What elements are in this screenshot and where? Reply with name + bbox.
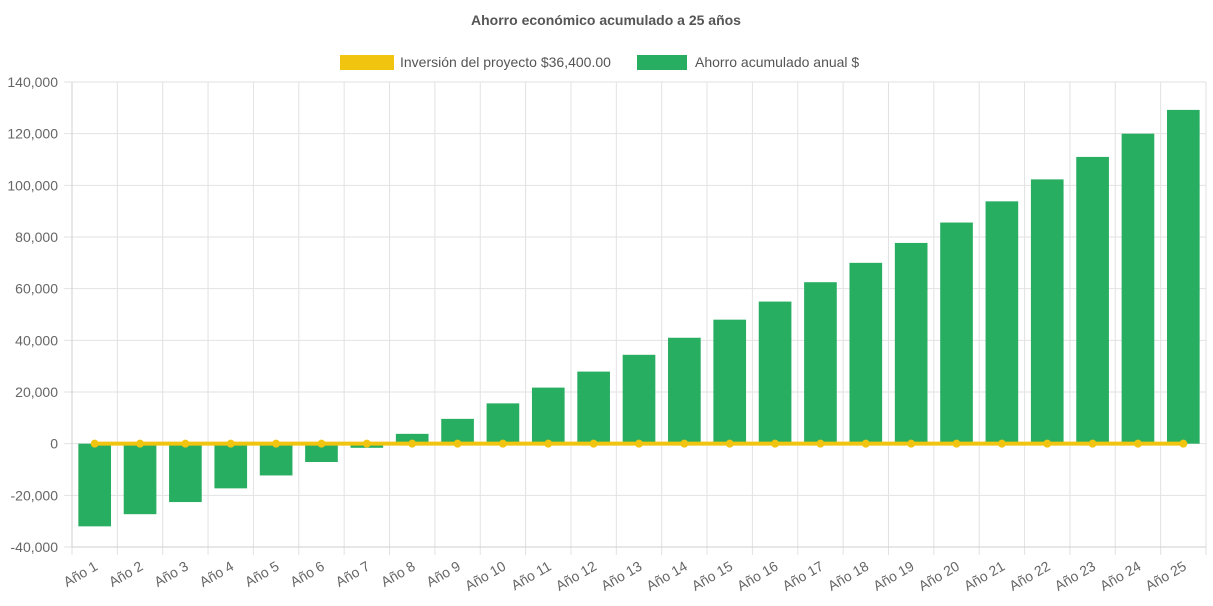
bar[interactable] <box>169 443 202 503</box>
line-point[interactable] <box>997 439 1006 448</box>
line-point[interactable] <box>952 439 961 448</box>
bar[interactable] <box>894 242 928 444</box>
x-tick-label: Año 22 <box>1006 558 1053 594</box>
x-tick-label: Año 17 <box>780 558 827 594</box>
chart-title: Ahorro económico acumulado a 25 años <box>471 12 741 28</box>
x-tick-label: Año 24 <box>1097 558 1144 594</box>
grid <box>64 81 1207 555</box>
bar[interactable] <box>668 337 701 444</box>
x-tick-label: Año 18 <box>825 558 872 594</box>
bar[interactable] <box>441 418 474 444</box>
x-tick-label: Año 5 <box>242 558 282 590</box>
line-point[interactable] <box>544 439 553 448</box>
line-point[interactable] <box>635 439 643 448</box>
x-tick-label: Año 19 <box>870 558 917 594</box>
line-point[interactable] <box>90 439 99 448</box>
line-point[interactable] <box>1088 439 1097 448</box>
line-point[interactable] <box>771 439 780 448</box>
legend: Inversión del proyecto $36,400.00 Ahorro… <box>340 54 859 70</box>
bar[interactable] <box>940 222 973 444</box>
x-tick-label: Año 8 <box>378 558 418 590</box>
x-tick-label: Año 23 <box>1052 558 1099 594</box>
line-point[interactable] <box>589 439 598 448</box>
y-tick-label: 60,000 <box>15 281 58 297</box>
bar[interactable] <box>1076 156 1109 444</box>
line-point[interactable] <box>453 439 462 448</box>
line-point[interactable] <box>362 439 371 448</box>
y-tick-label: 100,000 <box>7 177 58 193</box>
bar[interactable] <box>1166 109 1200 444</box>
line-point[interactable] <box>861 439 870 448</box>
bar[interactable] <box>577 371 610 444</box>
line-series <box>90 439 1188 448</box>
y-axis: -40,000 -20,000 0 20,000 40,000 60,000 80,000 1… <box>7 74 58 555</box>
bar[interactable] <box>622 354 656 444</box>
line-point[interactable] <box>408 439 417 448</box>
line-point[interactable] <box>136 439 145 448</box>
bar[interactable] <box>486 403 520 444</box>
line-point[interactable] <box>226 439 235 448</box>
legend-label-investment: Inversión del proyecto $36,400.00 <box>400 54 611 70</box>
line-point[interactable] <box>680 439 689 448</box>
x-tick-label: Año 14 <box>643 558 690 594</box>
line-point[interactable] <box>1179 439 1188 448</box>
x-tick-label: Año 25 <box>1142 558 1189 594</box>
bar-series <box>78 109 1200 527</box>
x-tick-label: Año 11 <box>508 558 554 594</box>
line-point[interactable] <box>498 439 507 448</box>
bar[interactable] <box>1121 133 1155 444</box>
line-point[interactable] <box>907 439 916 448</box>
legend-label-savings: Ahorro acumulado anual $ <box>695 54 859 70</box>
bar[interactable] <box>985 201 1019 444</box>
x-tick-label: Año 16 <box>734 558 781 594</box>
x-tick-label: Año 7 <box>333 558 373 590</box>
x-tick-label: Año 10 <box>462 558 509 594</box>
bar[interactable] <box>305 443 338 463</box>
bar[interactable] <box>259 443 293 476</box>
x-tick-label: Año 15 <box>689 558 736 594</box>
x-tick-label: Año 2 <box>106 558 146 590</box>
line-point[interactable] <box>181 439 190 448</box>
y-tick-label: 40,000 <box>15 332 58 348</box>
legend-swatch-savings <box>637 55 687 70</box>
bar[interactable] <box>804 282 837 444</box>
x-tick-label: Año 4 <box>197 558 237 590</box>
x-tick-label: Año 1 <box>60 558 100 590</box>
legend-item-investment[interactable]: Inversión del proyecto $36,400.00 <box>340 54 611 70</box>
line-point[interactable] <box>1043 439 1052 448</box>
legend-swatch-investment <box>340 55 394 70</box>
x-tick-label: Año 21 <box>961 558 1008 594</box>
bar[interactable] <box>758 301 792 444</box>
line-point[interactable] <box>816 439 825 448</box>
x-tick-label: Año 20 <box>916 558 963 594</box>
bar[interactable] <box>713 319 747 444</box>
x-axis: Año 1 Año 2 Año 3 Año 4 Año 5 Año 6 Año 7 Año 8… <box>60 558 1189 594</box>
x-tick-label: Año 12 <box>553 558 600 594</box>
line-point[interactable] <box>317 439 326 448</box>
y-tick-label: -20,000 <box>11 487 59 503</box>
y-tick-label: 140,000 <box>7 74 58 90</box>
bar[interactable] <box>214 443 248 489</box>
bar[interactable] <box>849 262 883 444</box>
y-tick-label: 20,000 <box>15 384 58 400</box>
bar[interactable] <box>1030 179 1064 444</box>
x-tick-label: Año 9 <box>423 558 463 590</box>
y-tick-label: 0 <box>50 436 58 452</box>
line-point[interactable] <box>272 439 281 448</box>
x-tick-label: Año 6 <box>287 558 327 590</box>
bar[interactable] <box>78 443 112 527</box>
y-tick-label: 120,000 <box>7 126 58 142</box>
x-tick-label: Año 3 <box>151 558 191 590</box>
y-tick-label: 80,000 <box>15 229 58 245</box>
legend-item-savings[interactable]: Ahorro acumulado anual $ <box>637 54 859 70</box>
bar[interactable] <box>395 433 429 444</box>
line-point[interactable] <box>725 439 734 448</box>
bar[interactable] <box>531 387 565 444</box>
line-point[interactable] <box>1133 439 1142 448</box>
y-tick-label: -40,000 <box>11 539 59 555</box>
x-tick-label: Año 13 <box>598 558 645 594</box>
bar[interactable] <box>123 443 157 515</box>
